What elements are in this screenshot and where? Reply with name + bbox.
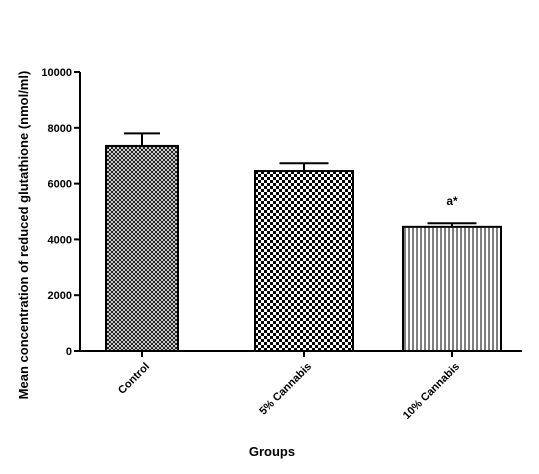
y-tick-label: 0 [66, 346, 72, 358]
bar [105, 144, 179, 352]
y-tick-label: 6000 [48, 179, 72, 191]
x-tick-label: Control [116, 361, 152, 397]
bar [254, 170, 354, 352]
y-tick-label: 10000 [41, 67, 72, 79]
x-axis-label: Groups [249, 444, 295, 459]
x-tick-label: 5% Cannabis [257, 361, 314, 418]
y-tick-label: 4000 [48, 234, 72, 246]
y-axis-label: Mean concentration of reduced glutathion… [16, 71, 31, 400]
y-tick-label: 2000 [48, 290, 72, 302]
x-tick-label: 10% Cannabis [401, 361, 462, 422]
y-tick-label: 8000 [48, 123, 72, 135]
annotation: a* [446, 194, 458, 208]
bar [402, 225, 502, 352]
